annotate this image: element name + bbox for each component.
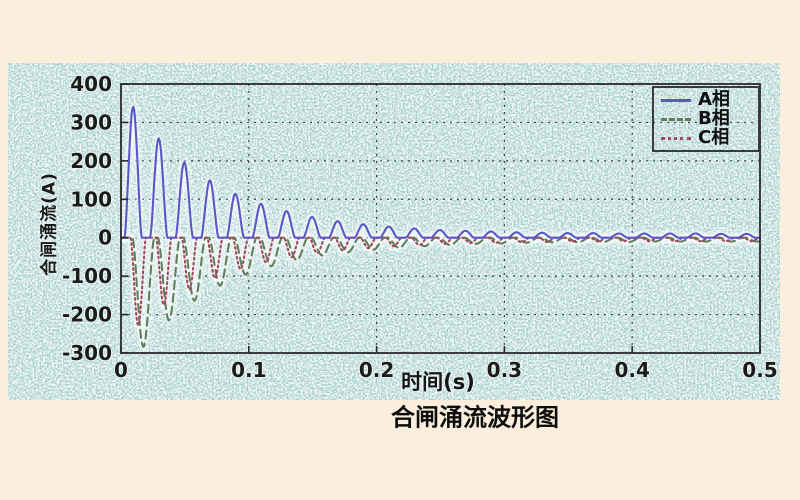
waveform-A相 (119, 105, 762, 239)
y-tick-label: 400 (70, 72, 112, 96)
y-tick-label: -100 (62, 264, 112, 288)
y-tick-label: -300 (62, 341, 112, 365)
legend-item-phase-b: B相 (661, 110, 751, 128)
legend-line-sample-a (661, 98, 691, 102)
y-tick-label: 100 (70, 187, 112, 211)
legend-item-phase-a: A相 (661, 91, 751, 109)
y-tick-label: 300 (70, 110, 112, 134)
y-tick-label: 0 (98, 226, 112, 250)
x-tick-label: 0.1 (231, 358, 266, 382)
legend-item-label: A相 (698, 89, 730, 110)
y-axis-title: 合闸涌流(A) (39, 172, 60, 276)
y-tick-label: 200 (70, 149, 112, 173)
legend: A相 B相 C相 (652, 86, 760, 152)
x-tick-label: 0.3 (487, 358, 522, 382)
plot-box (120, 83, 761, 354)
legend-item-label: B相 (698, 108, 730, 129)
waveform-B相 (119, 236, 762, 349)
x-tick-label: 0 (114, 358, 128, 382)
legend-line-sample-c (661, 136, 691, 140)
x-tick-label: 0.4 (614, 358, 649, 382)
x-axis-title: 时间(s) (401, 370, 475, 394)
x-tick-label: 0.2 (359, 358, 394, 382)
x-tick-label: 0.5 (742, 358, 777, 382)
figure-caption: 合闸涌流波形图 (391, 403, 559, 432)
legend-line-sample-b (661, 117, 691, 121)
legend-item-label: C相 (698, 127, 730, 148)
legend-item-phase-c: C相 (661, 129, 751, 147)
y-tick-label: -200 (62, 303, 112, 327)
